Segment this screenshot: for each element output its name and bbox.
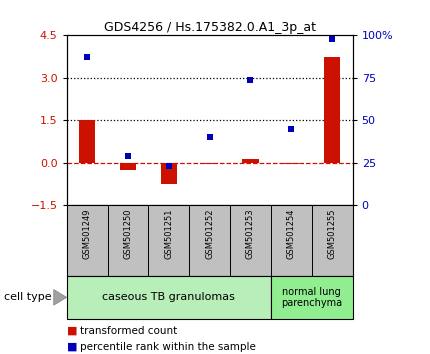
Text: GSM501253: GSM501253 [246, 209, 255, 259]
Text: cell type: cell type [4, 292, 52, 302]
Polygon shape [54, 290, 67, 305]
Text: GSM501249: GSM501249 [83, 209, 92, 259]
Text: GSM501252: GSM501252 [205, 209, 214, 259]
Text: GSM501254: GSM501254 [287, 209, 296, 259]
Text: GSM501250: GSM501250 [123, 209, 132, 259]
Title: GDS4256 / Hs.175382.0.A1_3p_at: GDS4256 / Hs.175382.0.A1_3p_at [104, 21, 316, 34]
Text: ■: ■ [67, 342, 77, 352]
Bar [324, 57, 340, 163]
Bar [120, 163, 136, 170]
Bar [67, 276, 271, 319]
Bar [79, 120, 95, 163]
Bar [271, 276, 353, 319]
Text: ■: ■ [67, 326, 77, 336]
Text: caseous TB granulomas: caseous TB granulomas [102, 292, 235, 302]
Text: GSM501251: GSM501251 [164, 209, 173, 259]
Bar [283, 163, 299, 164]
Text: transformed count: transformed count [80, 326, 177, 336]
Bar [160, 163, 177, 184]
Text: percentile rank within the sample: percentile rank within the sample [80, 342, 255, 352]
Text: GSM501255: GSM501255 [328, 209, 337, 259]
Bar [242, 159, 258, 163]
Bar [201, 163, 218, 164]
Text: normal lung
parenchyma: normal lung parenchyma [281, 286, 342, 308]
